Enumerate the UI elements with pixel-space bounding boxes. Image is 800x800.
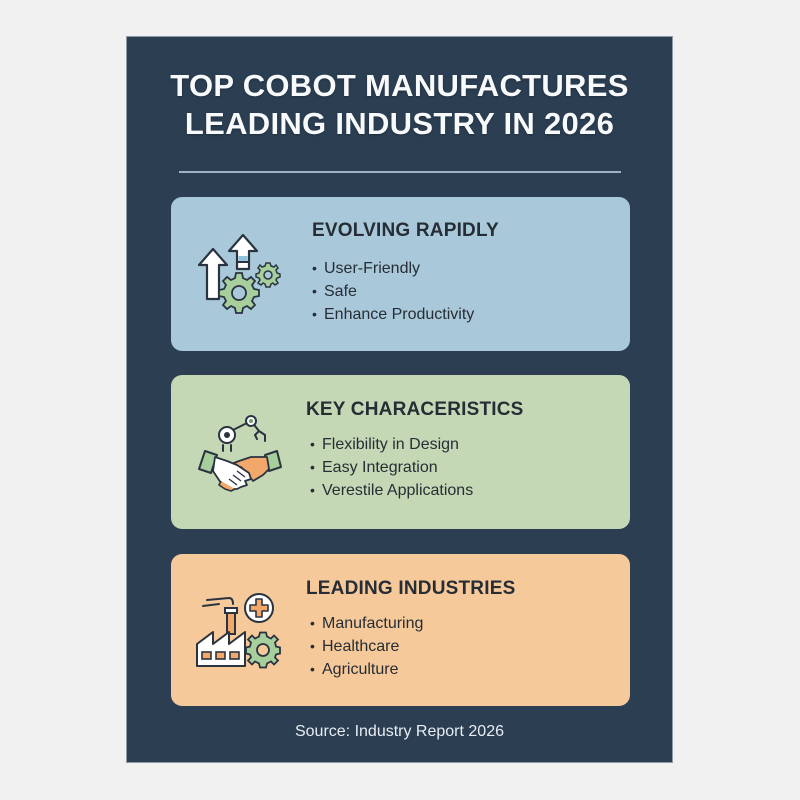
bullet-icon: • [310,661,315,677]
title-divider [179,171,621,173]
title-line-1: TOP COBOT MANUFACTURES [170,68,629,103]
card-heading: LEADING INDUSTRIES [306,578,516,599]
bullet-icon: • [310,436,315,452]
bullet-icon: • [310,459,315,475]
bullet-icon: • [310,638,315,654]
list-item: • Easy Integration [310,456,473,479]
bullet-list: • User-Friendly • Safe • Enhance Productivi… [312,257,474,326]
card-heading: KEY CHARACERISTICS [306,399,524,420]
card-key-characteristics: KEY CHARACERISTICS • Flexibility in Desig… [171,375,630,529]
card-evolving-rapidly: EVOLVING RAPIDLY • User-Friendly • Safe • E… [171,197,630,351]
list-item: • Agriculture [310,658,423,681]
card-leading-industries: LEADING INDUSTRIES • Manufacturing • Healt… [171,554,630,706]
infographic-poster: TOP COBOT MANUFACTURES LEADING INDUSTRY … [126,36,673,763]
poster-title: TOP COBOT MANUFACTURES LEADING INDUSTRY … [127,67,672,143]
bullet-icon: • [312,260,317,276]
list-item: • Verestile Applications [310,479,473,502]
list-item: • Healthcare [310,635,423,658]
bullet-icon: • [310,615,315,631]
list-item: • Manufacturing [310,612,423,635]
bullet-list: • Flexibility in Design • Easy Integration… [310,433,473,502]
factory-medical-gear-icon [193,586,283,676]
robot-arm-handshake-icon [193,409,283,499]
bullet-list: • Manufacturing • Healthcare • Agriculture [310,612,423,681]
list-item: • User-Friendly [312,257,474,280]
arrows-up-gears-icon [193,229,283,319]
source-footnote: Source: Industry Report 2026 [294,723,504,740]
bullet-icon: • [310,482,315,498]
list-item: • Enhance Productivity [312,303,474,326]
list-item: • Safe [312,280,474,303]
bullet-icon: • [312,283,317,299]
bullet-icon: • [312,306,317,322]
title-line-2: LEADING INDUSTRY IN 2026 [184,106,615,141]
list-item: • Flexibility in Design [310,433,473,456]
card-heading: EVOLVING RAPIDLY [312,220,499,241]
